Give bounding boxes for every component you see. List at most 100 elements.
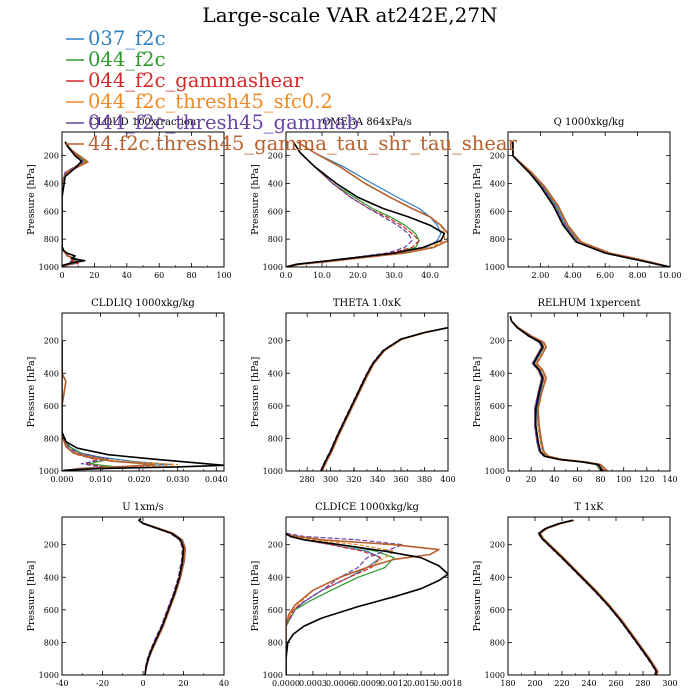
y-tick-label: 800 [268,235,283,244]
series-line-3 [537,519,657,675]
series-group [62,340,224,471]
y-axis-label: Pressure [hPa] [26,164,37,235]
series-group [286,532,448,675]
series-line-4 [138,518,186,675]
panel-title: T 1xK [574,502,604,513]
x-tick-label: 40 [122,271,132,280]
series-line-0 [62,141,86,267]
y-tick-label: 1000 [39,671,59,680]
y-tick-label: 1000 [485,467,505,476]
x-tick-label: 20 [526,475,536,484]
x-tick-label: 0.030 [166,475,189,484]
legend-label: 037_f2c [88,27,166,50]
series-line-6 [138,517,186,675]
x-tick-label: 0.040 [205,475,228,484]
y-tick-label: 1000 [485,263,505,272]
x-tick-label: 180 [500,679,515,688]
series-line-6 [509,316,609,471]
series-line-6 [62,340,156,471]
series-line-4 [539,519,659,675]
y-axis-label: Pressure [hPa] [472,357,483,428]
x-tick-label: 0.0012 [380,679,408,688]
panel-1: 0 20 40 60 80 100 200 400 600 800 1000 Pressure [hP… [26,117,232,280]
series-line-5 [286,532,404,675]
x-tick-label: 360 [393,475,408,484]
x-tick-label: 10.0 [313,271,331,280]
x-tick-label: 2.00 [531,271,549,280]
y-axis-label: Pressure [hPa] [26,561,37,632]
panel-title: U 1xm/s [122,502,164,513]
x-tick-label: 0.0006 [326,679,354,688]
panel-4: 0.000 0.010 0.020 0.030 0.040 200 400 600 800 100… [26,298,228,484]
y-tick-label: 400 [490,369,505,378]
y-tick-label: 800 [44,235,59,244]
y-tick-label: 600 [44,207,59,216]
x-tick-label: 340 [370,475,385,484]
series-line-0 [286,141,446,267]
y-tick-label: 600 [268,207,283,216]
y-tick-label: 600 [490,402,505,411]
y-tick-label: 400 [268,369,283,378]
x-tick-label: 0 [59,271,64,280]
x-tick-label: -40 [56,679,69,688]
x-tick-label: 220 [554,679,569,688]
series-line-0 [138,517,185,675]
series-line-2 [138,518,185,675]
series-group [62,141,89,267]
y-axis-label: Pressure [hPa] [250,561,261,632]
x-tick-label: 60 [572,475,582,484]
series-line-3 [138,518,184,675]
legend-label: 044_f2c_thresh45_sfc0.2 [88,90,333,113]
x-tick-label: 30.0 [385,271,403,280]
y-tick-label: 800 [490,235,505,244]
y-tick-label: 1000 [39,467,59,476]
legend-label: 044_f2c [88,48,166,71]
x-tick-label: 8.00 [629,271,647,280]
series-line-5 [509,316,605,471]
x-tick-label: 260 [608,679,623,688]
y-axis-label: Pressure [hPa] [250,164,261,235]
y-tick-label: 400 [44,179,59,188]
x-tick-label: 20.0 [349,271,367,280]
y-tick-label: 200 [44,337,59,346]
panel-2: 0.0 10.0 20.0 30.0 40.0 200 400 600 800 1000 Press… [250,117,449,280]
y-tick-label: 800 [44,638,59,647]
series-line-5 [138,518,184,675]
x-tick-label: 120 [639,475,654,484]
series-line-1 [539,519,658,675]
panel-9: 180 200 220 240 260 280 300 200 400 600 800 1000 Pre… [472,502,678,688]
x-tick-label: 240 [581,679,596,688]
series-line-6 [286,141,448,267]
x-tick-label: 40 [549,475,559,484]
panel-title: CLDLIQ 1000xkg/kg [91,298,195,309]
panel-6: 0 20 40 60 80 100 120 140 200 400 600 800 1000 Pressu… [472,298,678,484]
legend-label: 044_f2c_gammashear [88,69,304,92]
series-line-5 [286,141,413,267]
y-tick-label: 800 [268,434,283,443]
series-line-0 [512,141,670,267]
x-tick-label: 0.0018 [434,679,462,688]
panel-title: OMEGA 864xPa/s [322,117,412,128]
x-tick-label: 100 [616,475,631,484]
x-tick-label: -20 [96,679,109,688]
panel-frame [285,312,449,472]
x-tick-label: 300 [323,475,338,484]
series-group [509,316,609,471]
y-tick-label: 200 [268,337,283,346]
y-tick-label: 200 [490,152,505,161]
series-line-1 [138,518,187,675]
series-line-5 [537,519,657,675]
y-axis-label: Pressure [hPa] [472,561,483,632]
panel-title: Q 1000xkg/kg [554,117,625,128]
series-group [138,517,187,675]
y-tick-label: 600 [44,402,59,411]
series-line-5 [62,142,84,267]
y-tick-label: 200 [44,152,59,161]
x-tick-label: 4.00 [564,271,582,280]
series-line-0 [538,519,658,675]
series-line-0 [62,340,224,471]
legend-label: 44.f2c.thresh45_gamma_tau_shr_tau_shear [88,132,518,155]
y-tick-label: 1000 [485,671,505,680]
